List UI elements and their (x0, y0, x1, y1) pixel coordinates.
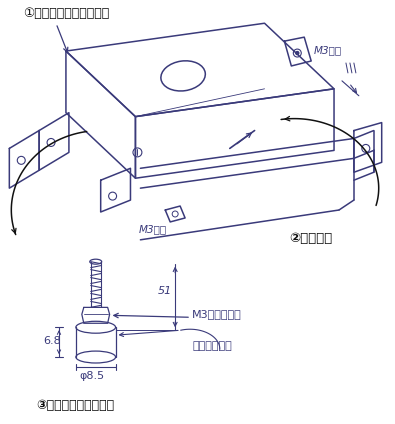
Text: 6.8: 6.8 (43, 336, 61, 346)
Text: M3ネジ: M3ネジ (314, 45, 342, 55)
Text: ①本体ステンレスケース: ①本体ステンレスケース (23, 7, 109, 20)
Text: 低弾性ラバー: 低弾性ラバー (192, 341, 232, 351)
Text: φ8.5: φ8.5 (80, 371, 105, 381)
Text: M3ネジ: M3ネジ (138, 224, 167, 234)
Text: 51: 51 (157, 287, 171, 296)
Text: ③高さ調整支持ボルト: ③高さ調整支持ボルト (36, 399, 114, 412)
Circle shape (296, 52, 299, 55)
Text: ②正面フタ: ②正面フタ (290, 232, 333, 245)
Text: M3ナット付き: M3ナット付き (192, 309, 242, 319)
